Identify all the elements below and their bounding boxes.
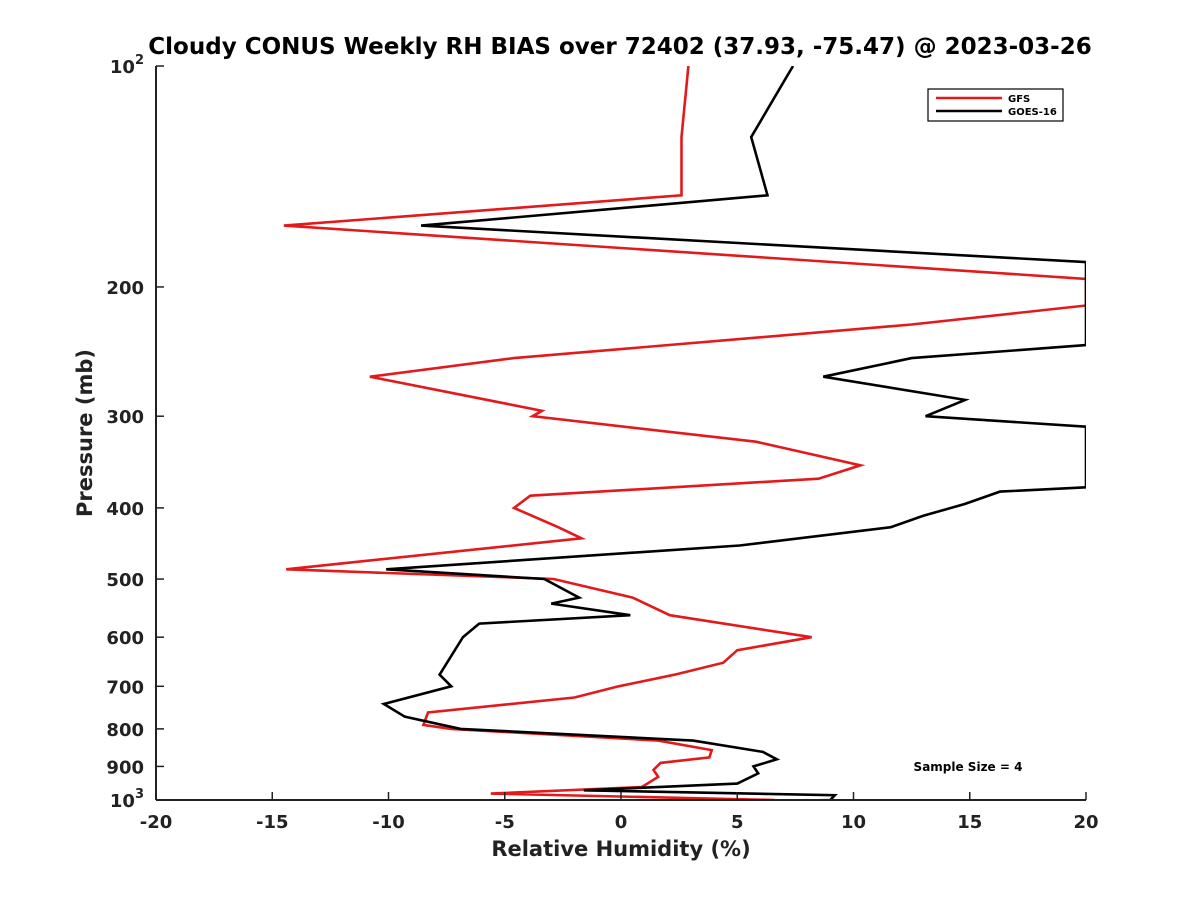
y-tick-label: 500 xyxy=(106,570,144,591)
x-tick-label: 0 xyxy=(615,812,628,833)
x-tick-label: 20 xyxy=(1073,812,1098,833)
legend-box xyxy=(927,88,1064,122)
x-tick-label: -20 xyxy=(140,812,173,833)
y-tick-label: 700 xyxy=(106,677,144,698)
chart-title: Cloudy CONUS Weekly RH BIAS over 72402 (… xyxy=(148,34,1091,60)
x-axis-label: Relative Humidity (%) xyxy=(491,837,750,861)
legend-label-goes-16: GOES-16 xyxy=(1008,107,1057,118)
x-tick-label: 5 xyxy=(731,812,744,833)
y-tick-label: 200 xyxy=(106,278,144,299)
sample-size-annotation: Sample Size = 4 xyxy=(914,760,1023,774)
plot-area: -20 -15 -10 -5 0 5 10 15 20 102 200 300 400 500 600 70… xyxy=(106,53,1098,833)
y-tick-label: 103 xyxy=(110,787,144,812)
x-tick-label: -5 xyxy=(495,812,515,833)
y-tick-label: 300 xyxy=(106,407,144,428)
y-tick-label: 600 xyxy=(106,628,144,649)
legend: GFS GOES-16 xyxy=(927,88,1064,122)
y-tick-label: 400 xyxy=(106,499,144,520)
series-line-goes-16 xyxy=(380,66,1086,800)
x-tick-label: -15 xyxy=(256,812,289,833)
y-ticks: 102 200 300 400 500 600 700 800 900 103 xyxy=(106,53,164,812)
y-axis-label: Pressure (mb) xyxy=(73,349,97,517)
y-tick-label: 102 xyxy=(110,53,144,78)
series-line-gfs xyxy=(283,66,1086,800)
y-tick-label: 800 xyxy=(106,720,144,741)
x-tick-label: 15 xyxy=(957,812,982,833)
y-tick-label: 900 xyxy=(106,757,144,778)
x-ticks: -20 -15 -10 -5 0 5 10 15 20 xyxy=(140,792,1099,833)
legend-label-gfs: GFS xyxy=(1008,94,1030,105)
x-tick-label: -10 xyxy=(372,812,405,833)
series-group xyxy=(283,66,1086,800)
x-tick-label: 10 xyxy=(841,812,866,833)
